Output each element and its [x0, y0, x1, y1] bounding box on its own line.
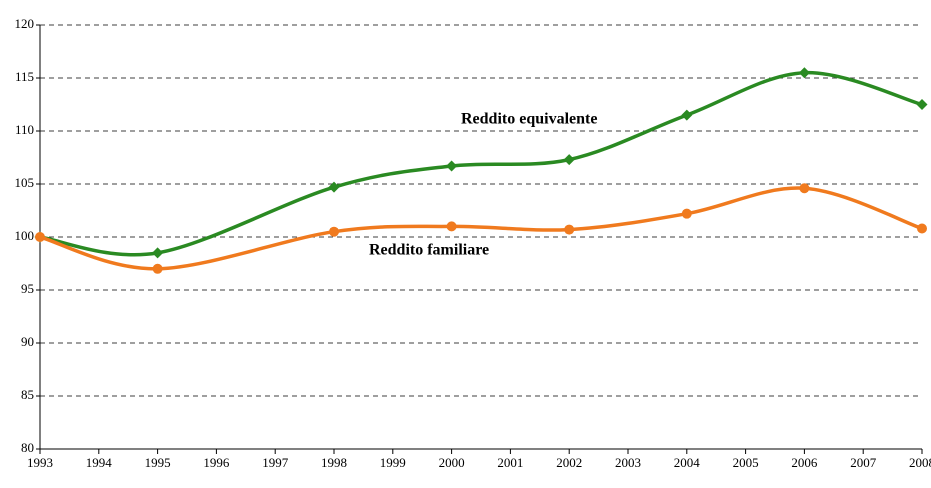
marker: [152, 247, 164, 259]
x-tick-label: 2006: [791, 455, 818, 470]
y-tick-label: 80: [21, 440, 34, 455]
y-tick-label: 85: [21, 387, 34, 402]
marker: [329, 226, 339, 237]
marker: [564, 224, 575, 235]
x-tick-label: 2008: [909, 455, 931, 470]
marker: [35, 232, 45, 242]
marker: [799, 183, 810, 194]
y-tick-label: 100: [15, 228, 35, 243]
marker: [681, 109, 693, 121]
x-tick-label: 2003: [615, 455, 641, 470]
marker: [917, 223, 927, 234]
y-tick-label: 120: [15, 16, 35, 31]
y-tick-label: 105: [15, 175, 35, 190]
marker: [563, 154, 575, 166]
marker: [798, 67, 810, 79]
y-tick-label: 90: [21, 334, 34, 349]
y-tick-label: 115: [15, 69, 34, 84]
x-tick-label: 2000: [439, 455, 465, 470]
marker: [328, 181, 340, 193]
marker: [446, 160, 458, 172]
x-tick-label: 1994: [86, 455, 113, 470]
x-tick-label: 2002: [556, 455, 582, 470]
marker: [681, 208, 692, 219]
y-tick-label: 110: [15, 122, 34, 137]
x-tick-label: 1999: [380, 455, 406, 470]
x-tick-label: 2004: [674, 455, 701, 470]
y-tick-label: 95: [21, 281, 34, 296]
x-tick-label: 1996: [203, 455, 230, 470]
x-tick-label: 1993: [27, 455, 53, 470]
series-line: [39, 186, 923, 271]
series-label: Reddito familiare: [369, 242, 489, 259]
series-label: Reddito equivalente: [461, 111, 597, 128]
marker: [446, 221, 457, 232]
x-tick-label: 1997: [262, 455, 289, 470]
x-tick-label: 1995: [145, 455, 171, 470]
marker: [916, 99, 928, 110]
x-tick-label: 2005: [733, 455, 759, 470]
x-tick-label: 2007: [850, 455, 877, 470]
series-line: [39, 70, 923, 257]
marker: [152, 263, 163, 274]
x-tick-label: 2001: [497, 455, 523, 470]
x-tick-label: 1998: [321, 455, 347, 470]
